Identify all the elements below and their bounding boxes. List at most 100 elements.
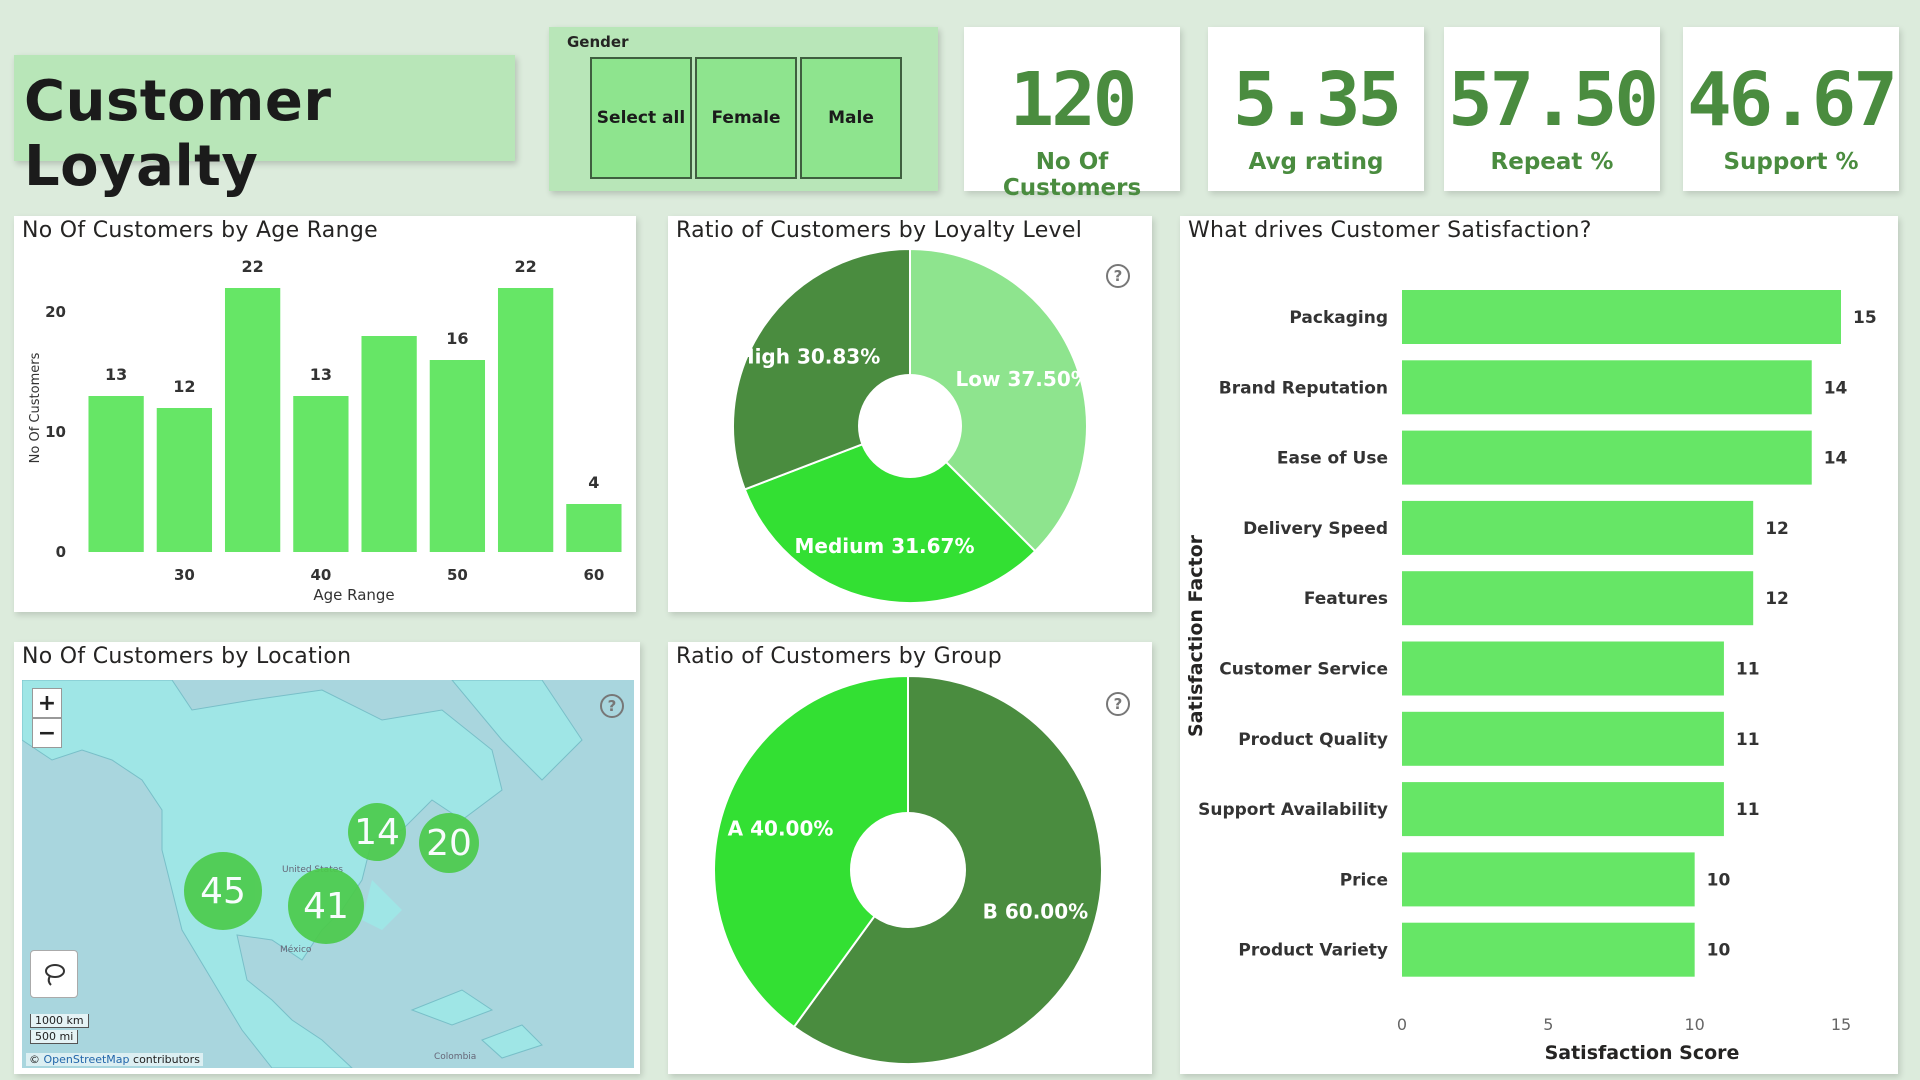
age-x-axis-title: Age Range (313, 586, 394, 604)
sat-bar[interactable] (1402, 641, 1724, 696)
sat-bar[interactable] (1402, 922, 1695, 977)
group-chart-title: Ratio of Customers by Group (676, 644, 1003, 669)
sat-bar[interactable] (1402, 571, 1754, 626)
sat-bar[interactable] (1402, 500, 1754, 555)
kpi-avg-rating-value: 5.35 (1232, 57, 1402, 143)
sat-bar[interactable] (1402, 852, 1695, 907)
map-scale-km: 1000 km (30, 1014, 89, 1028)
donut-label-medium: Medium 31.67% (795, 534, 975, 558)
attribution-prefix: © (29, 1053, 40, 1066)
slicer-option-male[interactable]: Male (800, 57, 902, 179)
sat-bar[interactable] (1402, 360, 1812, 415)
report-title-box: Customer Loyalty (14, 55, 515, 199)
map-lasso-button[interactable] (30, 950, 78, 998)
sat-category-label: Product Quality (1238, 730, 1388, 750)
slicer-option-select-all[interactable]: Select all (590, 57, 692, 179)
donut-label-high: High 30.83% (738, 345, 880, 369)
sat-value-label: 11 (1736, 800, 1760, 820)
sat-category-label: Support Availability (1198, 800, 1388, 820)
age-bar[interactable] (88, 396, 144, 552)
location-map-title: No Of Customers by Location (22, 644, 352, 669)
map-label-colombia: Colombia (434, 1052, 477, 1062)
map-bubble-east[interactable]: 20 (419, 813, 479, 873)
sat-category-label: Brand Reputation (1219, 378, 1388, 398)
osm-link[interactable]: OpenStreetMap (43, 1053, 130, 1066)
sat-x-axis-title: Satisfaction Score (1545, 1042, 1740, 1064)
loyalty-chart-card: Ratio of Customers by Loyalty Level ? Lo… (668, 216, 1152, 612)
sat-value-label: 11 (1736, 730, 1760, 750)
map-bubble-south-central[interactable]: 41 (288, 868, 364, 944)
kpi-support-value: 46.67 (1687, 57, 1898, 143)
age-x-tick: 60 (583, 566, 604, 584)
age-bar-label: 16 (446, 329, 468, 348)
map-bubble-west[interactable]: 45 (184, 852, 262, 930)
sat-value-label: 15 (1853, 308, 1877, 328)
report-title: Customer Loyalty (24, 69, 332, 199)
sat-y-axis-title: Satisfaction Factor (1185, 534, 1207, 737)
donut-slice-low[interactable] (909, 247, 1088, 553)
age-bar[interactable] (361, 336, 417, 552)
kpi-customers-value: 120 (1009, 57, 1138, 143)
sat-bar[interactable] (1402, 782, 1724, 837)
age-bar-label: 13 (105, 365, 127, 384)
kpi-support-card: 46.67 Support % (1683, 27, 1899, 191)
age-bar-label: 4 (588, 473, 599, 492)
sat-x-tick: 0 (1397, 1015, 1407, 1034)
sat-value-label: 14 (1824, 449, 1848, 469)
map-help-icon[interactable]: ? (600, 694, 624, 718)
loyalty-help-icon[interactable]: ? (1106, 264, 1130, 288)
donut-slice-medium[interactable] (743, 424, 1037, 604)
map-zoom-out-button[interactable]: − (32, 718, 62, 748)
age-y-tick: 10 (45, 423, 66, 441)
location-map[interactable]: United States México Colombia + − ? 45 4… (22, 680, 634, 1068)
group-donut-chart: B 60.00% A 40.00% (713, 674, 1103, 1065)
sat-value-label: 10 (1707, 941, 1731, 961)
age-bar[interactable] (497, 288, 554, 552)
map-zoom-in-button[interactable]: + (32, 688, 62, 718)
age-bar[interactable] (566, 504, 622, 552)
map-bubble-midwest[interactable]: 14 (348, 803, 406, 861)
kpi-support-label: Support % (1723, 149, 1859, 175)
age-bar[interactable] (156, 408, 213, 552)
sat-category-label: Delivery Speed (1243, 519, 1388, 539)
slicer-label: Gender (567, 33, 629, 51)
age-bar[interactable] (293, 396, 349, 552)
kpi-avg-rating-label: Avg rating (1248, 149, 1384, 175)
map-scale-mi: 500 mi (30, 1030, 79, 1044)
satisfaction-bar-chart: Packaging 15 Brand Reputation 14 Ease of Use… (1185, 290, 1877, 1064)
sat-category-label: Ease of Use (1277, 449, 1388, 469)
map-landmass (22, 680, 583, 1068)
age-x-tick: 50 (447, 566, 468, 584)
kpi-repeat-value: 57.50 (1448, 57, 1659, 143)
sat-bar[interactable] (1402, 711, 1724, 766)
kpi-repeat-card: 57.50 Repeat % (1444, 27, 1660, 191)
kpi-avg-rating-card: 5.35 Avg rating (1208, 27, 1424, 191)
sat-bar[interactable] (1402, 430, 1812, 485)
map-attribution: © OpenStreetMap contributors (26, 1053, 203, 1066)
satisfaction-chart-card: What drives Customer Satisfaction? Packa… (1180, 216, 1898, 1074)
sat-x-tick: 15 (1831, 1015, 1851, 1034)
group-help-icon[interactable]: ? (1106, 692, 1130, 716)
sat-value-label: 14 (1824, 378, 1848, 398)
age-chart-title: No Of Customers by Age Range (22, 218, 378, 243)
age-bar[interactable] (224, 288, 281, 552)
attribution-suffix: contributors (129, 1053, 200, 1066)
sat-category-label: Product Variety (1238, 941, 1388, 961)
sat-category-label: Customer Service (1219, 660, 1388, 680)
sat-value-label: 12 (1765, 519, 1789, 539)
location-map-card: No Of Customers by Location United State… (14, 642, 640, 1074)
donut-slice-a[interactable] (713, 674, 909, 1029)
donut-label-a: A 40.00% (728, 817, 834, 841)
slicer-option-female[interactable]: Female (695, 57, 797, 179)
loyalty-donut-chart: Low 37.50% Medium 31.67% High 30.83% (732, 247, 1091, 604)
sat-value-label: 10 (1707, 870, 1731, 890)
age-bar[interactable] (429, 360, 486, 552)
age-bar-label: 22 (514, 257, 536, 276)
sat-x-tick: 10 (1684, 1015, 1704, 1034)
donut-label-b: B 60.00% (983, 899, 1089, 923)
age-x-tick: 40 (310, 566, 331, 584)
age-bar-label: 12 (173, 377, 195, 396)
sat-bar[interactable] (1402, 290, 1841, 344)
lasso-icon (45, 964, 65, 986)
